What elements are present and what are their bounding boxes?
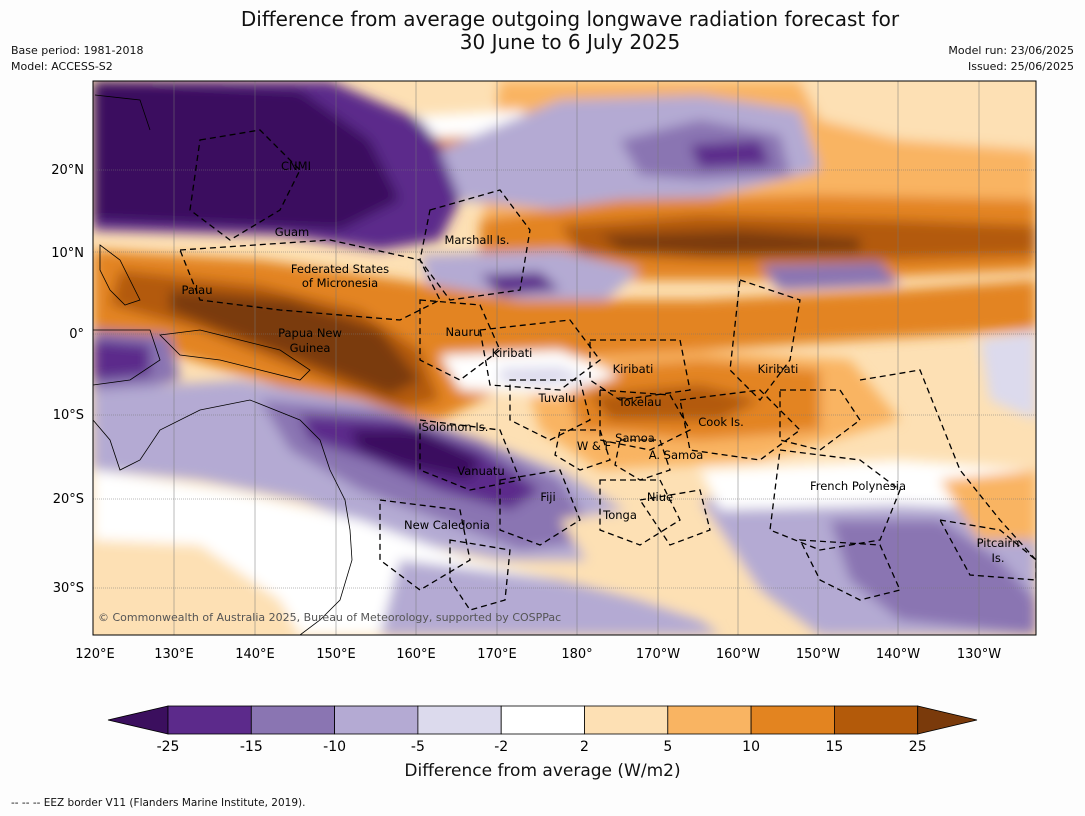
x-axis-ticks: 120°E 130°E 140°E 150°E 160°E 170°E 180° 170°W 1… bbox=[75, 647, 1001, 662]
colorbar-tick-label: 2 bbox=[580, 739, 589, 755]
colorbar-tick-label: 5 bbox=[663, 739, 672, 755]
colorbar-max-arrow bbox=[917, 705, 978, 735]
region-label: Cook Is. bbox=[698, 415, 743, 429]
region-label: French Polynesia bbox=[810, 479, 906, 493]
colorbar-segment bbox=[750, 705, 835, 735]
colorbar-tick-label: -15 bbox=[240, 739, 263, 755]
x-tick-label: 140°E bbox=[235, 647, 275, 662]
meta-left: Base period: 1981-2018 Model: ACCESS-S2 bbox=[11, 43, 143, 75]
colorbar-segment bbox=[167, 705, 252, 735]
colorbar-tick-label: 25 bbox=[909, 739, 927, 755]
region-label: Tuvalu bbox=[538, 391, 576, 405]
model-name: Model: ACCESS-S2 bbox=[11, 60, 113, 73]
x-tick-label: 130°W bbox=[957, 647, 1001, 662]
region-label: Guinea bbox=[290, 341, 331, 355]
issued-date: Issued: 25/06/2025 bbox=[967, 60, 1074, 73]
region-label: Kiribati bbox=[758, 362, 799, 376]
colorbar-segment bbox=[334, 705, 419, 735]
colorbar: -25 -15 -10 -5 -2 2 5 10 15 25 bbox=[107, 705, 978, 755]
x-tick-label: 160°W bbox=[716, 647, 760, 662]
x-tick-label: 170°E bbox=[477, 647, 517, 662]
colorbar-segment bbox=[834, 705, 919, 735]
base-period: Base period: 1981-2018 bbox=[11, 44, 144, 57]
y-axis-ticks: 20°N 10°N 0° 10°S 20°S 30°S bbox=[51, 163, 84, 596]
model-run: Model run: 23/06/2025 bbox=[948, 44, 1074, 57]
region-label: New Caledonia bbox=[404, 518, 490, 532]
colorbar-min-arrow bbox=[107, 705, 169, 735]
y-tick-label: 20°N bbox=[51, 163, 84, 178]
x-tick-label: 130°E bbox=[154, 647, 194, 662]
region-label: Tonga bbox=[602, 508, 637, 522]
new-guinea-coast bbox=[159, 329, 311, 381]
region-label: Nauru bbox=[446, 325, 481, 339]
colorbar-tick-label: -5 bbox=[411, 739, 425, 755]
meta-right: Model run: 23/06/2025 Issued: 25/06/2025 bbox=[948, 43, 1074, 75]
x-tick-label: 140°W bbox=[876, 647, 920, 662]
region-label: Tokelau bbox=[618, 395, 662, 409]
colorbar-tick-label: 10 bbox=[742, 739, 760, 755]
x-tick-label: 170°W bbox=[636, 647, 680, 662]
taiwan-coast bbox=[94, 94, 151, 131]
colorbar-tick-label: -2 bbox=[494, 739, 508, 755]
region-label: CNMI bbox=[281, 159, 311, 173]
region-label: Pitcairn bbox=[977, 536, 1020, 550]
philippines-coast bbox=[99, 244, 141, 306]
region-label: Marshall Is. bbox=[444, 233, 509, 247]
map-frame bbox=[92, 80, 1037, 636]
coastlines bbox=[93, 94, 353, 635]
chart-title: Difference from average outgoing longwav… bbox=[0, 8, 1085, 54]
region-label: Kiribati bbox=[492, 346, 533, 360]
region-label: A. Samoa bbox=[649, 448, 704, 462]
y-tick-label: 0° bbox=[69, 327, 84, 342]
anomaly-field bbox=[93, 81, 1036, 635]
region-label: Guam bbox=[275, 225, 309, 239]
region-label: Papua New bbox=[278, 326, 342, 340]
colorbar-segment bbox=[417, 705, 502, 735]
colorbar-tick-label: -25 bbox=[157, 739, 180, 755]
y-tick-label: 10°N bbox=[51, 246, 84, 261]
y-tick-label: 20°S bbox=[53, 492, 84, 507]
footnote: -- -- -- EEZ border V11 (Flanders Marine… bbox=[11, 797, 306, 809]
y-tick-label: 30°S bbox=[53, 581, 84, 596]
region-label: Federated States bbox=[291, 262, 389, 276]
colorbar-tick-label: 15 bbox=[825, 739, 843, 755]
region-label: Kiribati bbox=[613, 362, 654, 376]
x-tick-label: 150°E bbox=[316, 647, 356, 662]
region-label: W & F bbox=[577, 439, 611, 453]
region-label: Solomon Is. bbox=[422, 420, 489, 434]
map-gridlines bbox=[93, 81, 1036, 635]
region-label: Samoa bbox=[615, 431, 655, 445]
x-tick-label: 160°E bbox=[396, 647, 436, 662]
colorbar-segment bbox=[667, 705, 752, 735]
region-label: of Micronesia bbox=[302, 276, 378, 290]
colorbar-label: Difference from average (W/m2) bbox=[404, 761, 681, 781]
australia-coast bbox=[93, 399, 353, 635]
eez-borders bbox=[179, 129, 1036, 611]
colorbar-segment bbox=[584, 705, 669, 735]
title-line-2: 30 June to 6 July 2025 bbox=[459, 30, 681, 54]
colorbar-tick-label: -10 bbox=[323, 739, 346, 755]
region-label: Fiji bbox=[540, 490, 555, 504]
copyright-text: © Commonwealth of Australia 2025, Bureau… bbox=[98, 611, 561, 624]
colorbar-segment bbox=[250, 705, 336, 735]
region-label: Palau bbox=[182, 283, 213, 297]
y-tick-label: 10°S bbox=[53, 408, 84, 423]
region-label: Niue bbox=[647, 490, 673, 504]
indonesia-coast bbox=[93, 329, 161, 386]
x-tick-label: 120°E bbox=[75, 647, 115, 662]
x-tick-label: 180° bbox=[561, 647, 592, 662]
title-line-1: Difference from average outgoing longwav… bbox=[240, 7, 900, 31]
region-label: Is. bbox=[991, 551, 1004, 565]
x-tick-label: 150°W bbox=[796, 647, 840, 662]
region-label: Vanuatu bbox=[457, 464, 504, 478]
colorbar-segment bbox=[500, 705, 585, 735]
